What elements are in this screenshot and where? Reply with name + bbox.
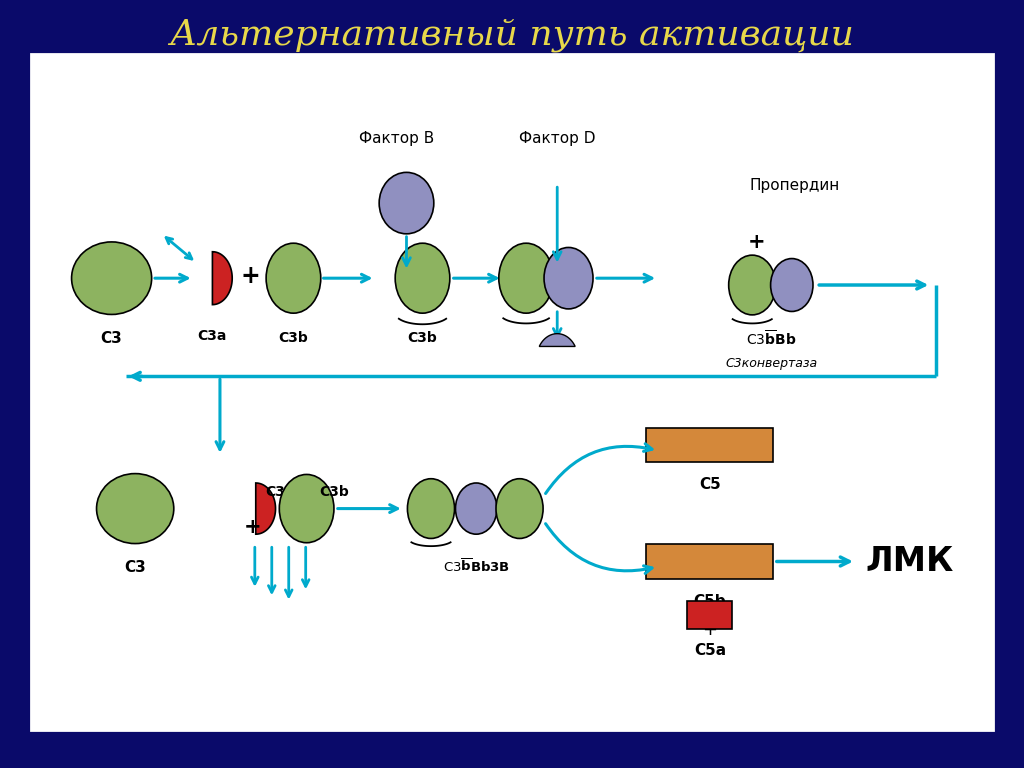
Ellipse shape	[771, 259, 813, 312]
Text: C3b: C3b	[279, 331, 308, 345]
Bar	[687, 601, 732, 629]
Ellipse shape	[96, 474, 174, 544]
Text: C3конвертаза: C3конвертаза	[725, 356, 817, 369]
Text: Фактор D: Фактор D	[519, 131, 596, 146]
Ellipse shape	[456, 483, 497, 535]
Text: C3a: C3a	[198, 329, 227, 343]
Ellipse shape	[379, 172, 434, 233]
Text: C3: C3	[124, 560, 146, 574]
Text: C3a: C3a	[265, 485, 295, 498]
Text: +: +	[702, 621, 718, 639]
Ellipse shape	[72, 242, 152, 314]
Text: Пропердин: Пропердин	[750, 178, 840, 193]
Ellipse shape	[408, 478, 455, 538]
Ellipse shape	[499, 243, 553, 313]
Text: C3b: C3b	[318, 485, 348, 498]
Text: Фактор B: Фактор B	[359, 131, 435, 146]
PathPatch shape	[212, 252, 232, 305]
Ellipse shape	[496, 478, 543, 538]
Text: Альтернативный путь активации: Альтернативный путь активации	[170, 18, 854, 51]
Text: +: +	[241, 264, 260, 289]
Text: C5: C5	[699, 477, 721, 492]
Ellipse shape	[266, 243, 321, 313]
Text: C3b: C3b	[408, 331, 437, 345]
Ellipse shape	[280, 475, 334, 543]
Ellipse shape	[395, 243, 450, 313]
PathPatch shape	[256, 483, 275, 535]
Ellipse shape	[544, 247, 593, 309]
Text: C5b: C5b	[693, 594, 726, 609]
Ellipse shape	[729, 255, 776, 315]
Text: +: +	[749, 233, 766, 253]
Bar	[646, 545, 773, 578]
Text: +: +	[244, 518, 262, 538]
PathPatch shape	[540, 333, 575, 346]
Text: C5a: C5a	[694, 643, 726, 657]
Text: C3: C3	[100, 331, 123, 346]
Text: ЛМК: ЛМК	[865, 545, 953, 578]
Bar	[646, 428, 773, 462]
Text: C3$\mathbf{\overline{b}Bb}$: C3$\mathbf{\overline{b}Bb}$	[745, 329, 797, 349]
Text: C3$\mathbf{\overline{b}Bb3B}$: C3$\mathbf{\overline{b}Bb3B}$	[442, 558, 510, 575]
